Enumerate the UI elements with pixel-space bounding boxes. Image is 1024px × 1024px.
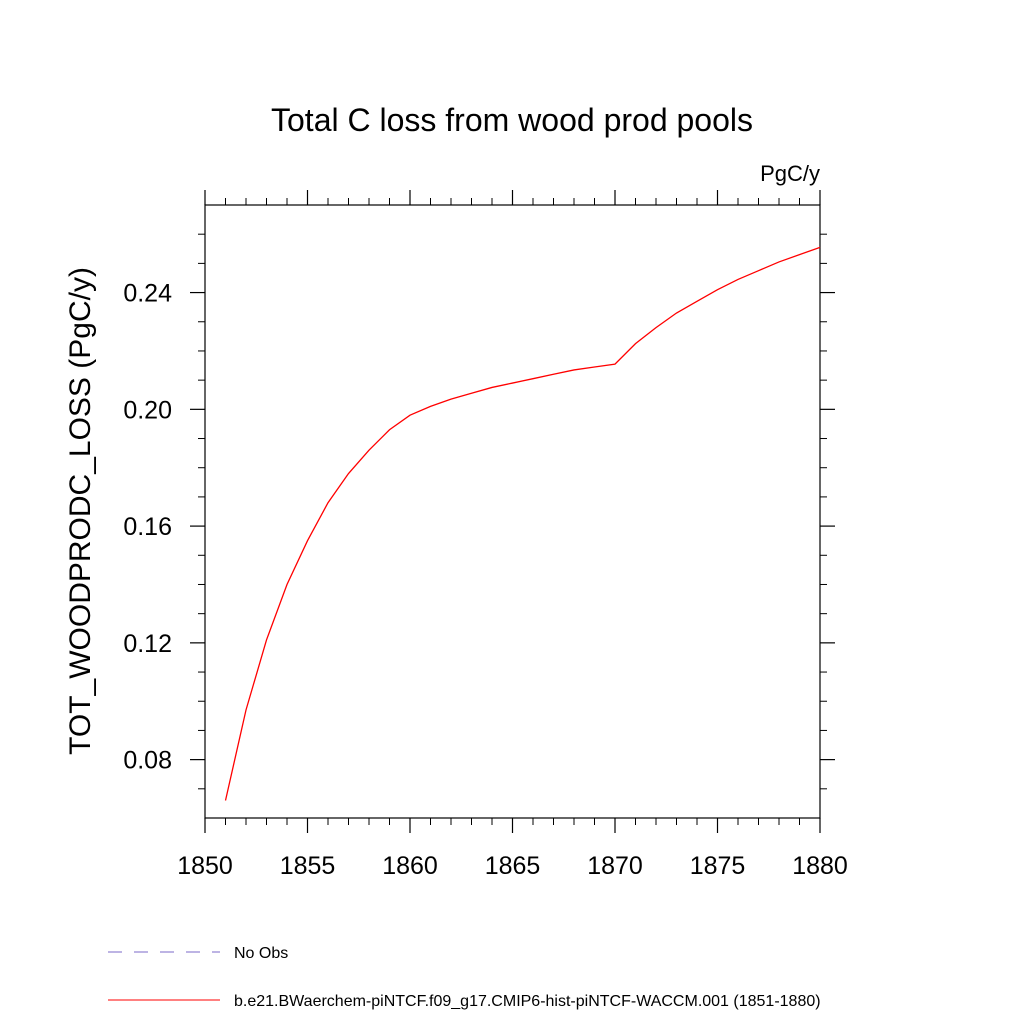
legend: No Obs b.e21.BWaerchem-piNTCF.f09_g17.CMI… — [108, 945, 821, 1010]
y-axis-label: TOT_WOODPRODC_LOSS (PgC/y) — [64, 267, 97, 755]
y-tick-label: 0.20 — [123, 396, 172, 424]
y-tick-label: 0.08 — [123, 747, 172, 775]
x-tick-label: 1875 — [690, 852, 746, 880]
y-tick-label: 0.16 — [123, 513, 172, 541]
x-tick-label: 1880 — [792, 852, 848, 880]
x-tick-label: 1865 — [485, 852, 541, 880]
series-layer — [224, 246, 821, 801]
x-tick-label: 1850 — [177, 852, 233, 880]
x-tick-label: 1855 — [280, 852, 336, 880]
legend-label: No Obs — [234, 945, 288, 962]
series-line — [224, 246, 821, 801]
units-label: PgC/y — [760, 161, 820, 186]
chart-title: Total C loss from wood prod pools — [271, 102, 753, 138]
x-tick-label: 1860 — [382, 852, 438, 880]
plot-frame — [204, 204, 821, 819]
axis-ticks: 1850 1855 1860 1865 1870 1875 1880 0.08 0.12 0.16… — [123, 190, 848, 880]
y-tick-label: 0.12 — [123, 630, 172, 658]
legend-label: b.e21.BWaerchem-piNTCF.f09_g17.CMIP6-his… — [234, 993, 821, 1010]
y-tick-label: 0.24 — [123, 280, 172, 308]
x-tick-label: 1870 — [587, 852, 643, 880]
